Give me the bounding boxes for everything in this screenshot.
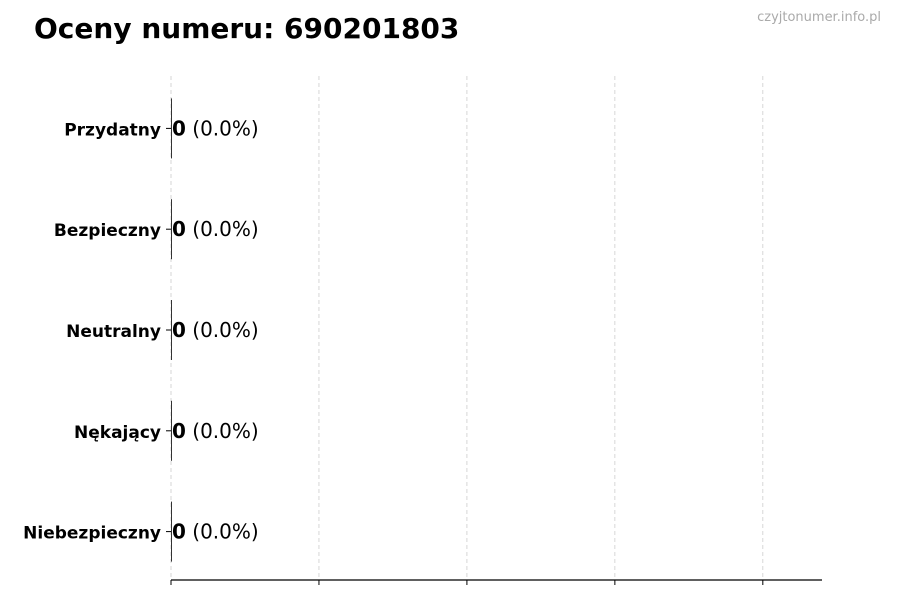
category-label: Bezpieczny [54,221,161,241]
value-label: 0 (0.0%) [172,116,259,140]
bar [171,501,172,562]
value-label: 0 (0.0%) [172,520,259,544]
value-label: 0 (0.0%) [172,419,259,443]
watermark: czyjtonumer.info.pl [757,10,881,25]
value-percent: (0.0%) [186,116,259,140]
value-percent: (0.0%) [186,318,259,342]
bar [171,300,172,360]
value-count: 0 [172,419,186,443]
value-count: 0 [172,217,186,241]
category-label: Neutralny [66,322,161,342]
value-label: 0 (0.0%) [172,318,259,342]
value-label: 0 (0.0%) [172,217,259,241]
value-count: 0 [172,318,186,342]
category-label: Niebezpieczny [23,524,161,544]
chart-title: Oceny numeru: 690201803 [34,12,460,45]
bar [171,400,172,461]
category-label: Nękający [74,423,161,443]
value-percent: (0.0%) [186,217,259,241]
bar [171,98,172,159]
value-count: 0 [172,520,186,544]
value-count: 0 [172,116,186,140]
category-label: Przydatny [64,120,161,140]
bar [171,199,172,260]
value-percent: (0.0%) [186,520,259,544]
value-percent: (0.0%) [186,419,259,443]
